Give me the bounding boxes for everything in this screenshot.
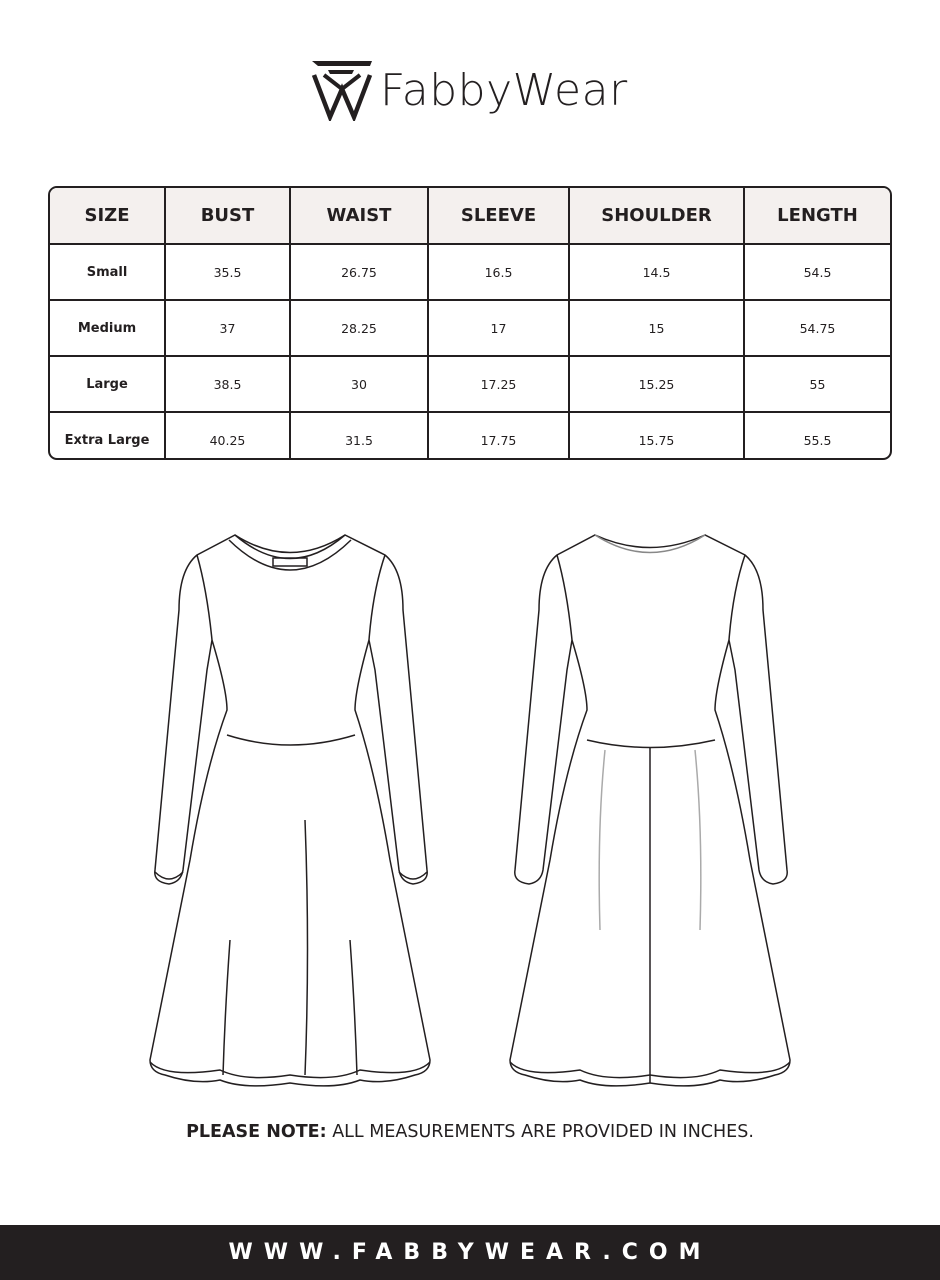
header-length: LENGTH	[743, 188, 890, 245]
header-shoulder: SHOULDER	[568, 188, 745, 245]
bust-cell: 40.25	[164, 411, 291, 458]
shoulder-cell: 15	[568, 299, 745, 357]
shoulder-cell: 15.25	[568, 355, 745, 413]
note-label: PLEASE NOTE:	[186, 1122, 327, 1142]
note-text: ALL MEASUREMENTS ARE PROVIDED IN INCHES.	[326, 1122, 754, 1142]
table-header-row: SIZE BUST WAIST SLEEVE SHOULDER LENGTH	[50, 188, 890, 245]
size-cell: Extra Large	[50, 411, 166, 458]
sleeve-cell: 17.25	[427, 355, 570, 413]
dress-front-illustration	[149, 534, 431, 1087]
sleeve-cell: 17.75	[427, 411, 570, 458]
table-row: Small 35.5 26.75 16.5 14.5 54.5	[50, 243, 890, 301]
waist-cell: 26.75	[289, 243, 429, 301]
sleeve-cell: 16.5	[427, 243, 570, 301]
table-row: Medium 37 28.25 17 15 54.75	[50, 299, 890, 357]
size-cell: Small	[50, 243, 166, 301]
header-size: SIZE	[50, 188, 166, 245]
bust-cell: 37	[164, 299, 291, 357]
length-cell: 55	[743, 355, 890, 413]
fabbywear-logo-icon	[311, 61, 373, 121]
website-link[interactable]: WWW.FABBYWEAR.COM	[228, 1240, 712, 1265]
dress-back-illustration	[509, 534, 791, 1087]
bust-cell: 38.5	[164, 355, 291, 413]
table-row: Extra Large 40.25 31.5 17.75 15.75 55.5	[50, 411, 890, 458]
length-cell: 55.5	[743, 411, 890, 458]
header-waist: WAIST	[289, 188, 429, 245]
measurement-note: PLEASE NOTE: ALL MEASUREMENTS ARE PROVID…	[0, 1122, 940, 1142]
sleeve-cell: 17	[427, 299, 570, 357]
length-cell: 54.75	[743, 299, 890, 357]
header-bust: BUST	[164, 188, 291, 245]
length-cell: 54.5	[743, 243, 890, 301]
header-sleeve: SLEEVE	[427, 188, 570, 245]
table-row: Large 38.5 30 17.25 15.25 55	[50, 355, 890, 413]
bust-cell: 35.5	[164, 243, 291, 301]
size-cell: Large	[50, 355, 166, 413]
waist-cell: 30	[289, 355, 429, 413]
footer-bar: WWW.FABBYWEAR.COM	[0, 1225, 940, 1280]
brand-name: FabbyWear	[380, 64, 628, 116]
shoulder-cell: 14.5	[568, 243, 745, 301]
shoulder-cell: 15.75	[568, 411, 745, 458]
size-cell: Medium	[50, 299, 166, 357]
waist-cell: 31.5	[289, 411, 429, 458]
waist-cell: 28.25	[289, 299, 429, 357]
brand-logo: FabbyWear	[310, 58, 628, 122]
size-table: SIZE BUST WAIST SLEEVE SHOULDER LENGTH S…	[48, 186, 892, 460]
